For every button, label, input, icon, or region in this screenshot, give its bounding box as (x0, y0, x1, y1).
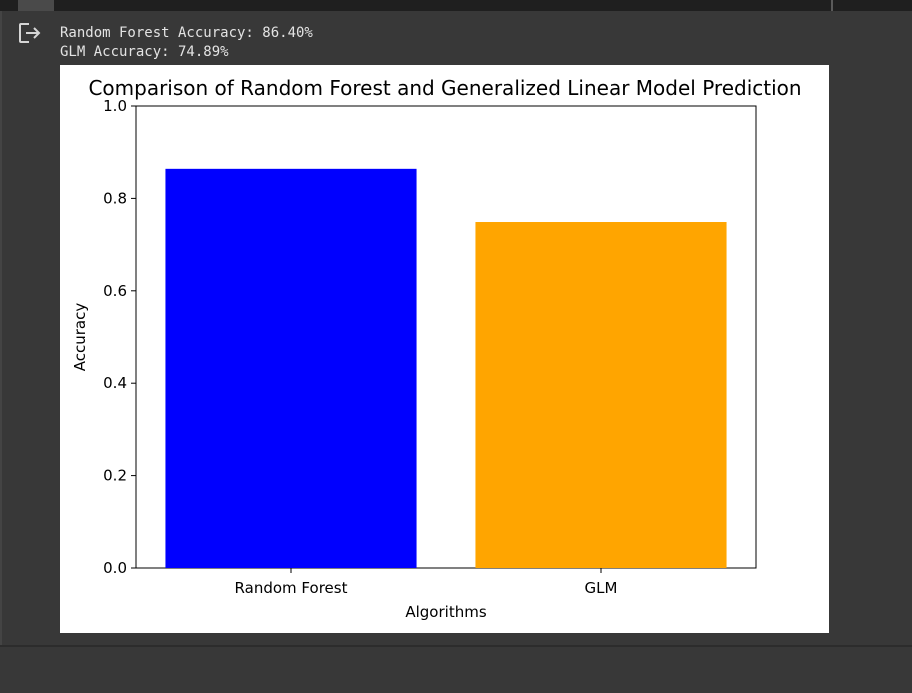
top-bar (0, 0, 912, 11)
bars-layer (165, 168, 727, 569)
output-redirect-icon[interactable] (18, 22, 42, 44)
output-redirect-icon-svg (19, 23, 41, 43)
y-tick-label: 1.0 (103, 97, 127, 115)
y-tick-label: 0.2 (103, 467, 127, 485)
console-line-glm: GLM Accuracy: 74.89% (60, 44, 229, 60)
output-bottom-rule (0, 645, 912, 647)
tab-stub[interactable] (18, 0, 54, 11)
y-axis-label: Accuracy (71, 303, 89, 372)
bar-chart: Comparison of Random Forest and Generali… (71, 76, 802, 621)
y-tick-label: 0.4 (103, 374, 127, 392)
console-output: Random Forest Accuracy: 86.40% GLM Accura… (60, 24, 313, 62)
x-tick-label: GLM (585, 579, 618, 597)
x-axis-label: Algorithms (405, 603, 486, 621)
bar-random-forest (165, 168, 417, 568)
chart-figure: Comparison of Random Forest and Generali… (60, 65, 829, 633)
output-left-rule (0, 11, 2, 645)
topbar-divider (831, 0, 833, 11)
bar-glm (475, 222, 727, 569)
y-tick-label: 0.6 (103, 282, 127, 300)
chart-title: Comparison of Random Forest and Generali… (88, 76, 801, 100)
y-tick-label: 0.8 (103, 189, 127, 207)
y-tick-label: 0.0 (103, 559, 127, 577)
x-tick-label: Random Forest (235, 579, 348, 597)
y-axis: 0.0 0.2 0.4 0.6 0.8 1.0 (103, 97, 136, 577)
console-line-rf: Random Forest Accuracy: 86.40% (60, 25, 313, 41)
x-axis: Random Forest GLM (235, 568, 618, 597)
plot-area-frame (135, 105, 757, 569)
